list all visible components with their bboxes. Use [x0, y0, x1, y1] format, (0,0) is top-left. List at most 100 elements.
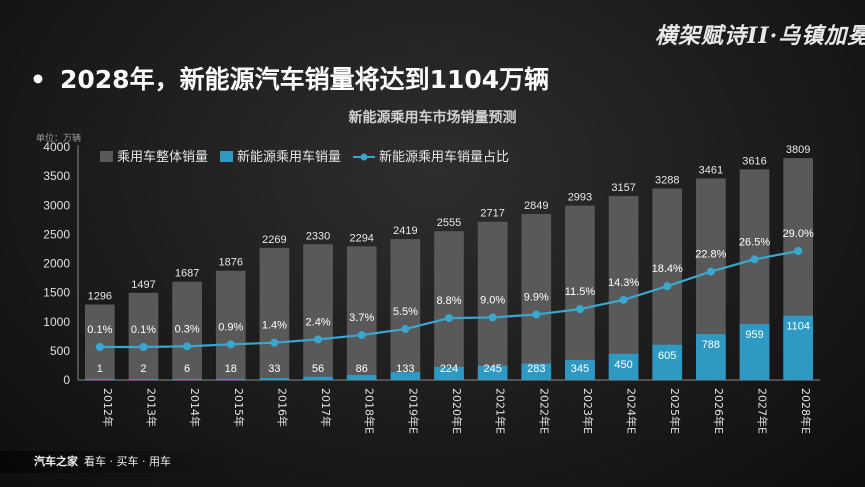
bullet-icon: •	[30, 65, 46, 94]
x-tick-label: 2022年E	[537, 388, 551, 434]
ev-sales-label: 788	[702, 339, 720, 351]
ev-sales-bar	[652, 344, 683, 380]
ev-share-label: 11.5%	[565, 286, 596, 298]
ev-sales-bar	[696, 334, 726, 380]
y-tick-label: 2500	[43, 227, 70, 241]
total-sales-bar	[565, 205, 595, 380]
total-sales-label: 2717	[480, 208, 504, 220]
total-sales-bar	[390, 239, 421, 380]
total-sales-bar	[477, 221, 508, 380]
total-sales-bar	[128, 292, 159, 380]
ev-sales-label: 86	[356, 363, 368, 375]
ev-sales-label: 18	[225, 363, 237, 375]
ev-share-label: 0.9%	[218, 321, 243, 333]
ev-share-label: 29.0%	[783, 228, 814, 240]
ev-share-point	[183, 342, 192, 351]
ev-sales-label: 345	[571, 363, 589, 375]
total-sales-label: 1497	[131, 279, 155, 291]
ev-share-point	[488, 313, 497, 322]
y-tick-label: 3000	[43, 198, 70, 212]
total-sales-label: 2555	[437, 217, 461, 229]
total-sales-label: 2294	[349, 232, 373, 244]
ev-share-label: 0.3%	[175, 323, 200, 335]
legend-ev-swatch	[220, 151, 234, 162]
total-sales-label: 3616	[742, 155, 766, 167]
headline-text: 2028年，新能源汽车销量将达到1104万辆	[59, 65, 550, 94]
ev-sales-label: 283	[527, 363, 545, 375]
ev-share-point	[226, 340, 235, 349]
y-tick-label: 1000	[43, 315, 70, 329]
chart-title: 新能源乘用车市场销量预测	[348, 110, 517, 126]
ev-sales-bar	[303, 376, 333, 380]
ev-sales-bar	[172, 379, 202, 380]
ev-sales-bar	[477, 365, 508, 380]
legend-total-label: 乘用车整体销量	[117, 149, 208, 165]
total-sales-label: 3288	[655, 174, 679, 186]
ev-share-point	[445, 314, 453, 323]
total-sales-bar	[84, 304, 115, 380]
ev-share-point	[619, 295, 628, 304]
ev-share-point	[706, 267, 715, 276]
total-sales-bar	[521, 214, 552, 380]
ev-sales-label: 133	[396, 363, 414, 375]
y-tick-label: 3500	[43, 169, 70, 183]
x-tick-label: 2025年E	[668, 388, 682, 434]
brand-slogan: 看车 · 买车 · 用车	[84, 455, 171, 468]
ev-sales-label: 1104	[786, 321, 810, 333]
ev-sales-label: 56	[312, 363, 324, 375]
ev-share-label: 18.4%	[652, 263, 683, 275]
legend-total-swatch	[100, 151, 113, 162]
x-tick-label: 2013年	[144, 388, 158, 427]
ev-share-label: 9.9%	[524, 291, 549, 303]
ev-sales-bar	[521, 363, 552, 380]
ev-sales-bar	[346, 374, 377, 380]
footer-brand: 汽车之家 看车 · 买车 · 用车	[34, 453, 171, 469]
ev-share-point	[357, 331, 366, 340]
ev-share-label: 14.3%	[608, 277, 639, 289]
x-tick-label: 2014年	[188, 388, 202, 427]
ev-sales-bar	[128, 379, 159, 380]
ev-share-label: 2.4%	[306, 316, 331, 328]
x-tick-label: 2021年E	[494, 388, 508, 434]
total-sales-bar	[215, 270, 246, 380]
x-tick-label: 2023年E	[581, 388, 595, 434]
y-tick-label: 0	[63, 373, 70, 387]
total-sales-bar	[434, 231, 464, 380]
x-tick-label: 2016年	[275, 388, 289, 427]
ev-share-point	[139, 343, 148, 351]
total-sales-label: 3809	[786, 144, 810, 156]
ev-share-label: 8.8%	[436, 295, 461, 307]
ev-sales-label: 450	[614, 359, 632, 371]
ev-share-label: 26.5%	[739, 236, 770, 248]
x-tick-label: 2026年E	[712, 388, 726, 434]
slide-headline: • 2028年，新能源汽车销量将达到1104万辆	[30, 60, 549, 96]
ev-share-point	[401, 325, 410, 334]
x-tick-label: 2015年	[232, 388, 246, 427]
ev-sales-label: 224	[440, 363, 458, 375]
total-sales-label: 3157	[611, 182, 635, 194]
ev-sales-bar	[434, 366, 464, 380]
x-tick-label: 2027年E	[756, 388, 770, 434]
ev-share-point	[532, 310, 541, 319]
ev-sales-label: 6	[184, 363, 190, 375]
x-tick-label: 2017年	[319, 388, 333, 427]
x-tick-label: 2019年E	[406, 388, 420, 434]
ev-share-label: 9.0%	[480, 294, 505, 306]
ev-share-point	[575, 305, 584, 314]
ev-share-point	[794, 247, 803, 255]
ev-share-label: 1.4%	[262, 320, 287, 332]
legend-ev-label: 新能源乘用车销量	[237, 149, 341, 165]
ev-share-label: 0.1%	[131, 324, 156, 336]
ev-sales-label: 245	[483, 363, 501, 375]
ev-sales-bar	[215, 378, 246, 380]
y-tick-label: 4000	[43, 140, 70, 154]
total-sales-label: 3461	[699, 164, 723, 176]
ev-share-label: 22.8%	[695, 249, 726, 261]
ev-sales-bar	[259, 378, 290, 380]
ev-share-point	[314, 335, 323, 344]
total-sales-label: 2269	[262, 234, 286, 246]
ev-sales-label: 1	[97, 363, 103, 375]
ev-share-label: 0.1%	[87, 324, 112, 336]
brand-name: 汽车之家	[34, 455, 78, 468]
